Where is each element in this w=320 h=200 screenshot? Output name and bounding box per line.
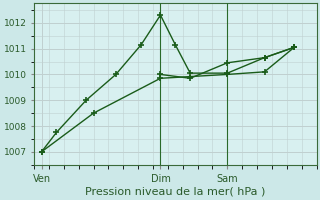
X-axis label: Pression niveau de la mer( hPa ): Pression niveau de la mer( hPa ): [85, 187, 266, 197]
